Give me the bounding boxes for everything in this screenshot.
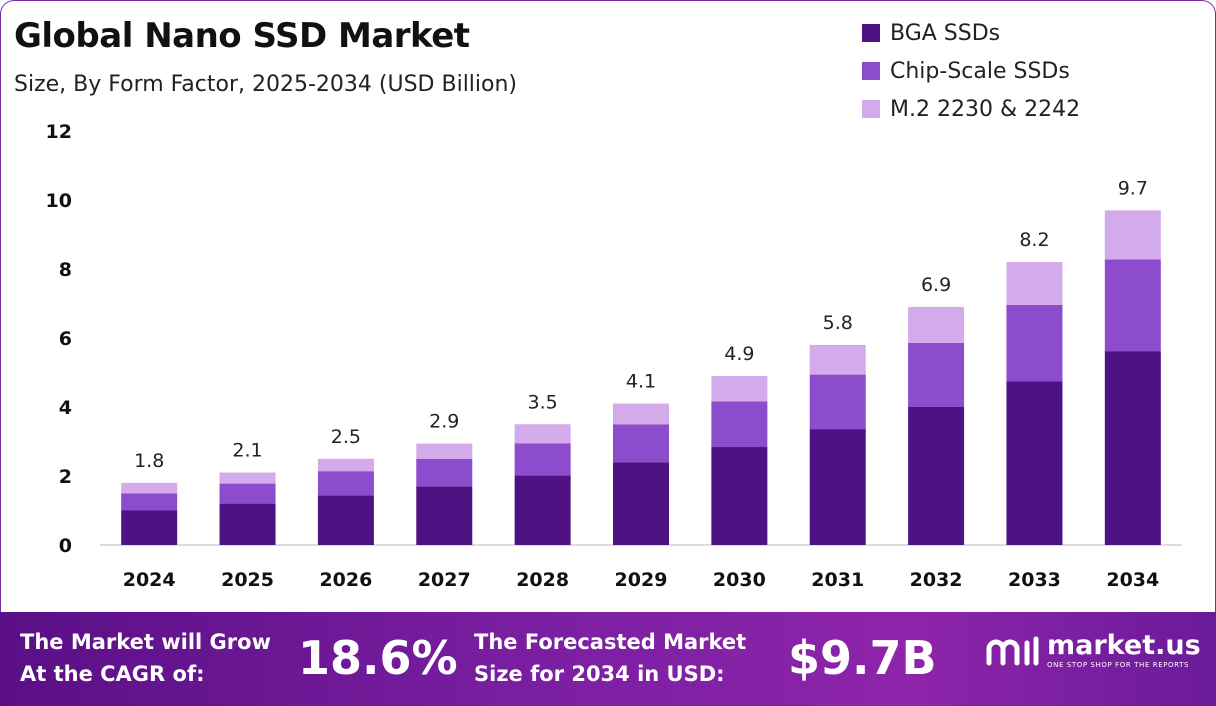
- bar-segment-chip-scale: [219, 483, 276, 504]
- y-tick-label: 6: [59, 328, 72, 350]
- legend-label-m2: M.2 2230 & 2242: [890, 96, 1081, 122]
- bar-segment-chip-scale: [121, 493, 178, 511]
- legend-swatch-chip-scale: [862, 62, 880, 80]
- bar-segment-m2: [219, 472, 276, 484]
- logo-text: market.us ONE STOP SHOP FOR THE REPORTS: [1047, 632, 1201, 670]
- bar-segment-m2: [317, 458, 374, 472]
- x-tick-label: 2033: [1008, 569, 1061, 591]
- chart-title: Global Nano SSD Market: [14, 16, 470, 56]
- chart-subtitle: Size, By Form Factor, 2025-2034 (USD Bil…: [14, 72, 518, 97]
- forecast-value: $9.7B: [788, 631, 937, 685]
- y-tick-label: 10: [46, 190, 72, 212]
- bar-segment-chip-scale: [711, 401, 768, 448]
- bar-total-label: 5.8: [823, 312, 853, 334]
- x-tick-label: 2028: [516, 569, 569, 591]
- bar-segment-chip-scale: [1104, 259, 1161, 352]
- x-tick-label: 2032: [910, 569, 963, 591]
- bar-total-label: 2.1: [232, 440, 262, 462]
- bar-segment-bga: [416, 486, 473, 545]
- cagr-value: 18.6%: [298, 631, 458, 685]
- legend-item-m2: M.2 2230 & 2242: [862, 90, 1080, 128]
- bar-segment-bga: [1104, 351, 1161, 545]
- bar-segment-m2: [711, 375, 768, 402]
- cagr-label: The Market will Grow At the CAGR of:: [20, 626, 271, 690]
- bar-segment-m2: [613, 403, 669, 425]
- bar-total-label: 9.7: [1118, 177, 1148, 199]
- cagr-label-line2: At the CAGR of:: [20, 662, 205, 686]
- bar-segment-m2: [809, 344, 866, 375]
- y-tick-label: 12: [46, 121, 72, 143]
- bar-segment-bga: [908, 407, 965, 545]
- y-tick-label: 2: [59, 466, 72, 488]
- market-us-logo-icon: [986, 636, 1039, 666]
- bar-segment-m2: [1006, 262, 1063, 305]
- x-tick-label: 2029: [615, 569, 668, 591]
- bar-segment-chip-scale: [809, 374, 866, 430]
- bar-segment-bga: [809, 429, 866, 545]
- bar-segment-chip-scale: [613, 424, 669, 463]
- legend-item-chip-scale: Chip-Scale SSDs: [862, 52, 1080, 90]
- legend-swatch-m2: [862, 100, 880, 118]
- forecast-label-line2: Size for 2034 in USD:: [474, 662, 725, 686]
- bar-segment-chip-scale: [1006, 304, 1063, 382]
- bar-segment-bga: [317, 495, 374, 545]
- x-tick-label: 2026: [319, 569, 372, 591]
- y-tick-label: 0: [59, 535, 72, 557]
- x-tick-label: 2030: [713, 569, 766, 591]
- bar-total-label: 4.1: [626, 371, 656, 393]
- forecast-label: The Forecasted Market Size for 2034 in U…: [474, 626, 746, 690]
- chart-legend: BGA SSDs Chip-Scale SSDs M.2 2230 & 2242: [862, 14, 1080, 128]
- x-tick-label: 2025: [221, 569, 274, 591]
- bar-total-label: 8.2: [1019, 229, 1049, 251]
- y-tick-label: 8: [59, 259, 72, 281]
- legend-label-chip-scale: Chip-Scale SSDs: [890, 58, 1070, 84]
- footer-banner: The Market will Grow At the CAGR of: 18.…: [0, 612, 1216, 706]
- x-tick-label: 2027: [418, 569, 471, 591]
- forecast-label-line1: The Forecasted Market: [474, 630, 747, 654]
- x-tick-label: 2034: [1106, 569, 1159, 591]
- bar-total-label: 2.9: [429, 411, 459, 433]
- bar-total-label: 3.5: [528, 391, 558, 413]
- bar-segment-m2: [416, 443, 473, 459]
- logo-tagline: ONE STOP SHOP FOR THE REPORTS: [1047, 661, 1190, 669]
- bar-segment-m2: [908, 306, 965, 343]
- bar-segment-bga: [1006, 381, 1063, 545]
- stacked-bar-chart: 0 2 4 6 8 10 12 1.8 2024 2.1 2025 2.5 2026 2.9 2027 3.5…: [46, 121, 1182, 591]
- cagr-label-line1: The Market will Grow: [20, 630, 271, 654]
- legend-swatch-bga: [862, 24, 880, 42]
- x-tick-label: 2024: [123, 569, 176, 591]
- logo-name: market.us: [1047, 630, 1201, 661]
- bar-segment-bga: [121, 510, 178, 545]
- bar-segment-bga: [514, 475, 571, 545]
- y-tick-label: 4: [59, 397, 72, 419]
- bar-segment-m2: [121, 482, 178, 494]
- bar-segment-chip-scale: [416, 458, 473, 487]
- bar-segment-bga: [613, 462, 669, 545]
- bar-total-label: 1.8: [134, 450, 164, 472]
- bar-total-label: 4.9: [724, 343, 754, 365]
- x-tick-label: 2031: [811, 569, 864, 591]
- bar-segment-chip-scale: [317, 471, 374, 496]
- bar-total-label: 2.5: [331, 426, 361, 448]
- bar-segment-m2: [1104, 210, 1161, 260]
- legend-label-bga: BGA SSDs: [890, 20, 1001, 46]
- bar-total-label: 6.9: [921, 274, 951, 296]
- bar-segment-chip-scale: [908, 342, 965, 407]
- bar-segment-chip-scale: [514, 443, 571, 476]
- legend-item-bga: BGA SSDs: [862, 14, 1080, 52]
- market-us-logo[interactable]: market.us ONE STOP SHOP FOR THE REPORTS: [985, 632, 1201, 670]
- bar-segment-bga: [711, 447, 768, 545]
- bar-segment-m2: [514, 424, 571, 444]
- bar-segment-bga: [219, 503, 276, 545]
